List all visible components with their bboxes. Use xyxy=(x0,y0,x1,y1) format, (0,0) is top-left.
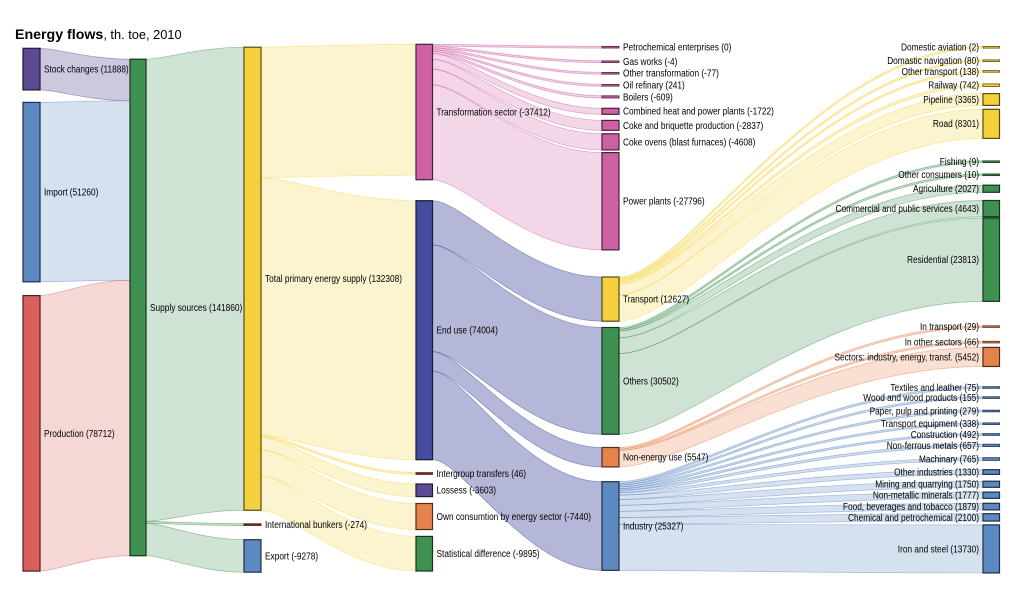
svg-text:Textiles and leather (75): Textiles and leather (75) xyxy=(890,383,979,394)
svg-text:Road (8301): Road (8301) xyxy=(933,119,979,130)
svg-text:Fishing (9): Fishing (9) xyxy=(940,157,979,168)
svg-text:Intergroup transfers (46): Intergroup transfers (46) xyxy=(437,469,527,480)
svg-text:Construction (492): Construction (492) xyxy=(911,430,979,441)
svg-text:Lossess (-3603): Lossess (-3603) xyxy=(437,486,497,497)
svg-text:Pipeline (3365): Pipeline (3365) xyxy=(923,95,979,106)
svg-text:Boilers (-609): Boilers (-609) xyxy=(623,92,673,103)
svg-text:Other industries (1330): Other industries (1330) xyxy=(894,467,979,478)
svg-text:Wood and wood products (155): Wood and wood products (155) xyxy=(863,393,979,404)
svg-text:Non-energy use (5547): Non-energy use (5547) xyxy=(623,453,708,464)
svg-text:Transport (12627): Transport (12627) xyxy=(623,295,689,306)
svg-text:Power plants (-27796): Power plants (-27796) xyxy=(623,197,705,208)
svg-text:Industry (25327): Industry (25327) xyxy=(623,521,683,532)
svg-text:Chemical and petrochemical (21: Chemical and petrochemical (2100) xyxy=(848,513,979,524)
svg-text:Railway (742): Railway (742) xyxy=(928,81,979,92)
svg-text:Other transformation (-77): Other transformation (-77) xyxy=(623,69,719,80)
svg-text:Coke ovens (blast furnaces) (-: Coke ovens (blast furnaces) (-4608) xyxy=(623,137,755,148)
svg-text:Other transport (138): Other transport (138) xyxy=(902,67,980,78)
svg-text:Statistical difference (-9895): Statistical difference (-9895) xyxy=(437,549,540,560)
svg-text:Agriculture (2027): Agriculture (2027) xyxy=(913,184,979,195)
svg-text:Domastic navigation (80): Domastic navigation (80) xyxy=(887,56,979,67)
svg-text:Export (-9278): Export (-9278) xyxy=(265,551,318,562)
svg-text:Sectors: industry, energy, tra: Sectors: industry, energy, transf. (5452… xyxy=(835,352,980,363)
svg-text:Oil refinary (241): Oil refinary (241) xyxy=(623,81,685,92)
svg-text:Transformation sector (-37412): Transformation sector (-37412) xyxy=(437,107,551,118)
svg-text:Iron and steel (13730): Iron and steel (13730) xyxy=(898,544,979,555)
svg-text:Non-ferrous metals (657): Non-ferrous metals (657) xyxy=(887,441,979,452)
svg-text:International bunkers (-274): International bunkers (-274) xyxy=(265,520,367,531)
svg-text:Gas works (-4): Gas works (-4) xyxy=(623,57,677,68)
svg-text:Other consumers (10): Other consumers (10) xyxy=(898,170,979,181)
svg-text:End use (74004): End use (74004) xyxy=(437,326,498,337)
svg-text:Paper, pulp and printing (279): Paper, pulp and printing (279) xyxy=(870,406,979,417)
svg-text:In other sectors (66): In other sectors (66) xyxy=(905,338,979,349)
svg-text:Residential (23813): Residential (23813) xyxy=(907,255,979,266)
svg-text:Energy flows, th. toe, 2010: Energy flows, th. toe, 2010 xyxy=(15,27,182,43)
svg-text:Machinary (765): Machinary (765) xyxy=(919,454,979,465)
svg-text:Domestic aviation (2): Domestic aviation (2) xyxy=(901,43,979,54)
svg-text:In transport (29): In transport (29) xyxy=(920,322,979,333)
svg-text:Petrochemical enterprises (0): Petrochemical enterprises (0) xyxy=(623,43,731,54)
svg-text:Commercial and public services: Commercial and public services (4643) xyxy=(836,204,980,215)
svg-text:Total primary energy supply (1: Total primary energy supply (132308) xyxy=(265,274,402,285)
svg-text:Non-metallic minerals (1777): Non-metallic minerals (1777) xyxy=(873,491,979,502)
svg-text:Own consumtion by energy secto: Own consumtion by energy sector (-7440) xyxy=(437,512,592,523)
svg-text:Food, beverages and tobacco (1: Food, beverages and tobacco (1879) xyxy=(843,502,979,513)
svg-text:Stock changes (11888): Stock changes (11888) xyxy=(44,65,129,76)
svg-text:Import (51260): Import (51260) xyxy=(44,188,98,199)
svg-text:Others (30502): Others (30502) xyxy=(623,376,679,387)
svg-text:Combined heat and power plants: Combined heat and power plants (-1722) xyxy=(623,107,774,118)
svg-text:Production (78712): Production (78712) xyxy=(44,429,115,440)
svg-text:Transport equipment (338): Transport equipment (338) xyxy=(881,419,979,430)
svg-text:Mining and quarrying (1750): Mining and quarrying (1750) xyxy=(875,480,979,491)
svg-text:Coke and briquette production: Coke and briquette production (-2837) xyxy=(623,121,763,132)
svg-text:Supply sources (141860): Supply sources (141860) xyxy=(150,303,242,314)
